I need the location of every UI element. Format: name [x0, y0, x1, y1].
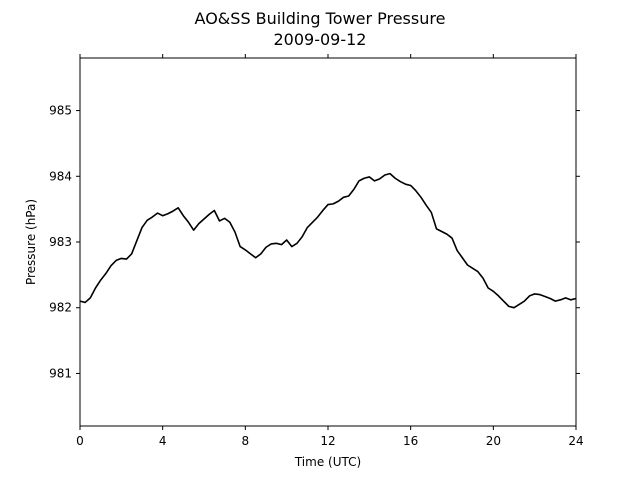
chart-subtitle: 2009-09-12	[274, 30, 367, 49]
pressure-series-line	[79, 172, 577, 309]
x-tick-label: 20	[486, 434, 501, 448]
x-tick-label: 24	[568, 434, 583, 448]
y-axis-ticks: 981 982 983 984 985	[49, 104, 580, 380]
y-tick-label: 984	[49, 169, 72, 183]
x-tick-label: 16	[403, 434, 418, 448]
x-axis-ticks: 0 4 8 12 16 20 24	[76, 54, 584, 448]
chart-title: AO&SS Building Tower Pressure	[195, 9, 446, 28]
x-axis-label: Time (UTC)	[294, 455, 361, 469]
y-tick-label: 981	[49, 366, 72, 380]
y-tick-label: 982	[49, 301, 72, 315]
x-tick-label: 8	[242, 434, 250, 448]
x-tick-label: 0	[76, 434, 84, 448]
y-tick-label: 983	[49, 235, 72, 249]
y-tick-label: 985	[49, 104, 72, 118]
x-tick-label: 4	[159, 434, 167, 448]
x-tick-label: 12	[320, 434, 335, 448]
y-axis-label: Pressure (hPa)	[24, 199, 38, 285]
